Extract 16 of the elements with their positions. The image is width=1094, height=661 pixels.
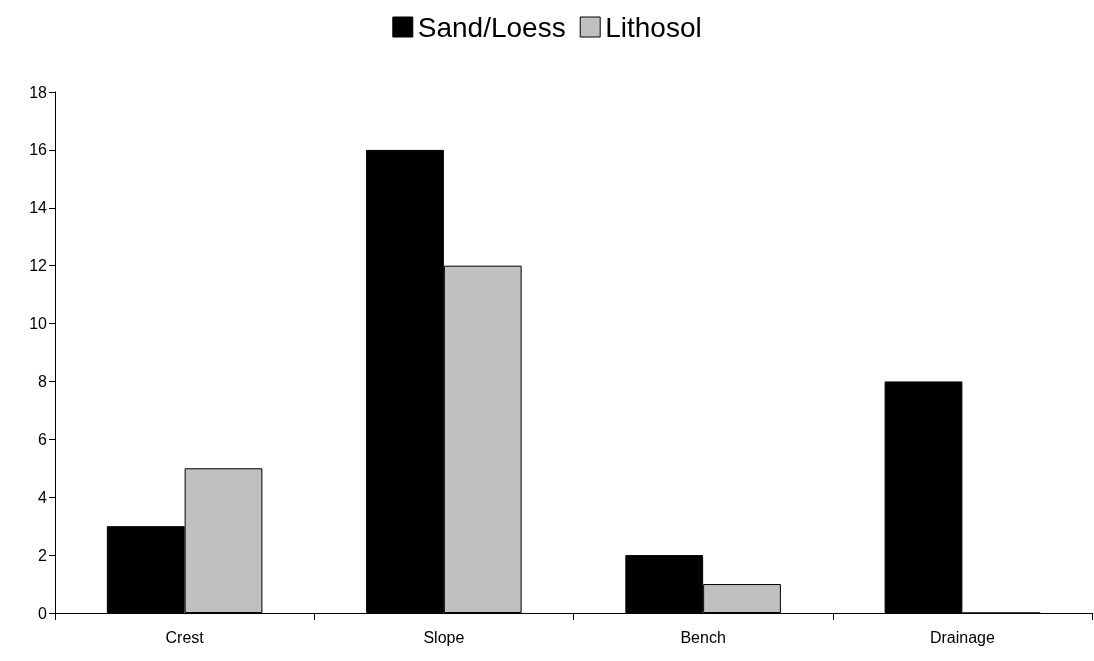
- y-tick-label: 0: [38, 604, 48, 622]
- legend-label: Sand/Loess: [417, 11, 566, 43]
- x-tick-label: Bench: [680, 628, 726, 646]
- y-tick-label: 4: [38, 488, 48, 506]
- y-tick-label: 18: [29, 83, 48, 101]
- y-tick-label: 14: [29, 199, 48, 217]
- y-tick-label: 16: [29, 141, 48, 159]
- y-tick-label: 12: [29, 257, 48, 275]
- y-tick-label: 2: [38, 546, 48, 564]
- x-tick-label: Crest: [165, 628, 205, 646]
- x-tick-label: Slope: [423, 628, 465, 646]
- legend-label: Lithosol: [605, 11, 702, 43]
- x-tick-label: Drainage: [929, 628, 995, 646]
- y-tick-label: 10: [29, 315, 48, 333]
- y-tick-label: 6: [38, 430, 48, 448]
- y-tick-label: 8: [38, 372, 48, 390]
